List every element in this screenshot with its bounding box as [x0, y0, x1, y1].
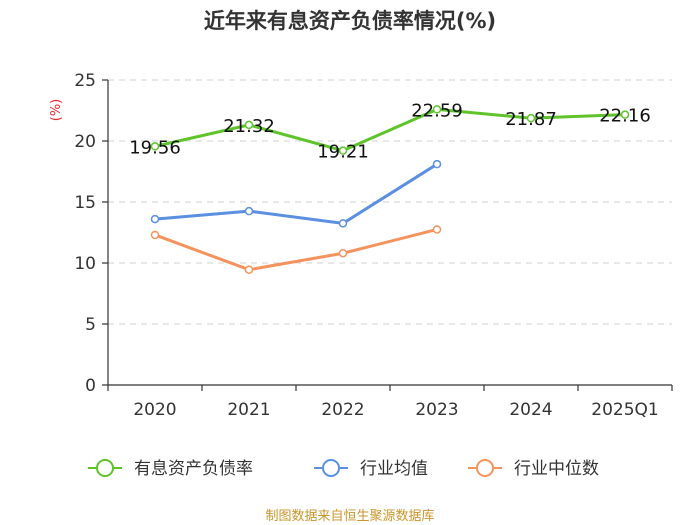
data-labels: 19.56 21.32 19.21 22.59 21.87 22.16 — [129, 100, 651, 162]
data-point-s1-2023 — [432, 159, 442, 169]
data-point-s0-2021 — [244, 120, 254, 130]
data-label-2021: 21.32 — [223, 116, 275, 137]
series-line-0 — [154, 107, 626, 153]
data-point-s1-2020 — [150, 214, 160, 224]
legend-label-0: 有息资产负债率 — [134, 459, 253, 479]
y-tick-label-10: 10 — [74, 254, 96, 274]
y-tick-label-20: 20 — [74, 132, 96, 152]
y-tick-label-15: 15 — [74, 193, 96, 213]
x-tick-label-2024: 2024 — [509, 400, 552, 420]
data-point-s0-2024 — [526, 113, 536, 123]
legend-label-1: 行业均值 — [360, 459, 428, 479]
x-tick-label-2025Q1: 2025Q1 — [591, 400, 658, 420]
data-point-s2-2020 — [150, 230, 160, 240]
data-point-s2-2023 — [432, 225, 442, 234]
series-line-2 — [154, 227, 438, 272]
data-point-s1-2021 — [244, 206, 254, 216]
y-tick-label-25: 25 — [74, 71, 96, 91]
data-point-s0-2020 — [150, 142, 160, 151]
series-line-1 — [154, 162, 438, 225]
data-point-s0-2025Q1 — [620, 110, 630, 119]
y-axis-unit: (%) — [49, 99, 64, 122]
legend-marker-0 — [96, 459, 114, 477]
data-label-2024: 21.87 — [505, 109, 557, 130]
axes: 0 5 10 15 20 25 2020 2021 2022 2023 2024 2025Q1 — [74, 71, 673, 420]
y-tick-label-0: 0 — [85, 376, 96, 396]
grid-lines — [108, 79, 672, 325]
y-tick-label-5: 5 — [85, 315, 96, 335]
x-tick-label-2020: 2020 — [133, 400, 176, 420]
data-point-s0-2022 — [338, 146, 348, 155]
data-point-s1-2022 — [338, 219, 348, 228]
chart-title: 近年来有息资产负债率情况(%) — [204, 9, 496, 33]
data-point-s2-2021 — [244, 265, 254, 274]
x-tick-label-2022: 2022 — [321, 400, 364, 420]
data-label-2023: 22.59 — [411, 100, 463, 121]
data-label-2020: 19.56 — [129, 137, 181, 158]
data-label-2025Q1: 22.16 — [599, 106, 651, 127]
data-label-2022: 19.21 — [317, 142, 369, 163]
x-tick-label-2021: 2021 — [227, 400, 270, 420]
data-point-s2-2022 — [338, 248, 348, 258]
legend: 有息资产负债率 行业均值 行业中位数 — [88, 459, 599, 479]
source-note: 制图数据来自恒生聚源数据库 — [265, 508, 434, 524]
legend-marker-1 — [322, 459, 340, 477]
x-tick-label-2023: 2023 — [415, 400, 458, 420]
legend-marker-2 — [476, 459, 494, 477]
series-lines — [150, 105, 630, 274]
data-point-s0-2023 — [432, 105, 442, 114]
legend-label-2: 行业中位数 — [514, 459, 599, 479]
